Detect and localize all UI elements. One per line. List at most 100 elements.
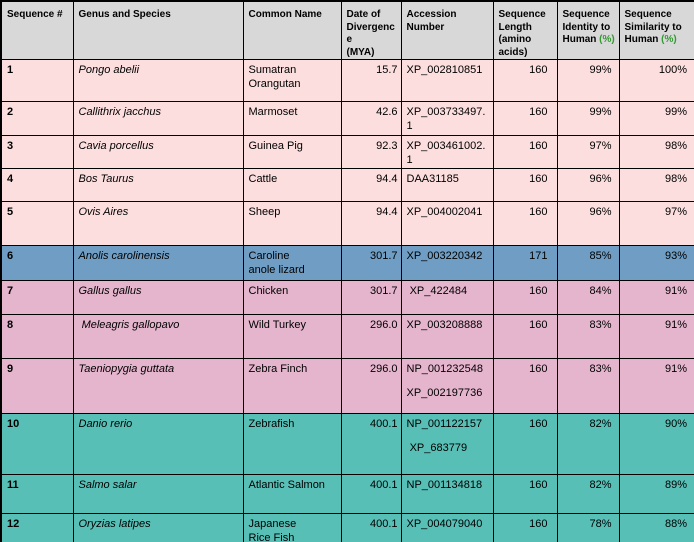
cell-identity-human: 83% bbox=[556, 314, 620, 359]
cell-sequence-number: 2 bbox=[0, 101, 74, 136]
header-line: Sequence bbox=[498, 9, 546, 20]
cell-divergence-mya: 94.4 bbox=[340, 168, 402, 202]
cell-accession-number: XP_003208888 bbox=[400, 314, 494, 359]
accession-line: NP_001134818 bbox=[406, 479, 483, 491]
cell-common-name: Marmoset bbox=[242, 101, 342, 136]
common-name-line: Rice Fish bbox=[248, 532, 295, 542]
common-name-line: anole lizard bbox=[248, 264, 305, 277]
cell-genus-species: Salmo salar bbox=[72, 474, 244, 514]
cell-identity-human: 82% bbox=[556, 474, 620, 514]
header-line: Date of bbox=[346, 9, 381, 20]
cell-identity-human: 99% bbox=[556, 59, 620, 102]
cell-divergence-mya: 92.3 bbox=[340, 135, 402, 169]
table-row: 11 Salmo salar Atlantic Salmon 400.1 NP_0011… bbox=[0, 474, 694, 514]
cell-common-name: Zebra Finch bbox=[242, 358, 342, 414]
cell-common-name: Zebrafish bbox=[242, 413, 342, 475]
cell-divergence-mya: 301.7 bbox=[340, 245, 402, 281]
header-line: Human (%) bbox=[624, 34, 677, 45]
cell-sequence-number: 7 bbox=[0, 280, 74, 315]
cell-sequence-length: 160 bbox=[492, 513, 558, 542]
header-line: Similarity to bbox=[624, 21, 682, 33]
cell-identity-human: 96% bbox=[556, 168, 620, 202]
cell-accession-number: NP_001122157 XP_683779 bbox=[400, 413, 494, 475]
cell-genus-species: Danio rerio bbox=[72, 413, 244, 475]
common-name-line: Zebrafish bbox=[248, 418, 295, 430]
common-name-line: Zebra Finch bbox=[248, 363, 308, 375]
cell-divergence-mya: 400.1 bbox=[340, 413, 402, 475]
common-name-line: Marmoset bbox=[248, 106, 298, 118]
percent-unit-label: (%) bbox=[661, 34, 677, 45]
cell-common-name: Chicken bbox=[242, 280, 342, 315]
cell-accession-number: XP_003733497.1 bbox=[400, 101, 494, 136]
common-name-line: Wild Turkey bbox=[248, 319, 306, 331]
header-sequence-length: Sequence Length (amino acids) bbox=[492, 0, 558, 60]
cell-similarity-human: 91% bbox=[618, 358, 694, 414]
cell-sequence-length: 171 bbox=[492, 245, 558, 281]
cell-genus-species: Pongo abelii bbox=[72, 59, 244, 102]
accession-line: XP_003208888 bbox=[406, 319, 483, 331]
header-identity-human: Sequence Identity to Human (%) bbox=[556, 0, 620, 60]
cell-sequence-length: 160 bbox=[492, 314, 558, 359]
accession-line: DAA31185 bbox=[406, 173, 459, 185]
common-name-line: Japanese bbox=[248, 518, 297, 530]
cell-divergence-mya: 400.1 bbox=[340, 513, 402, 542]
table-row: 6 Anolis carolinensis Caroline anole lizard… bbox=[0, 245, 694, 281]
cell-sequence-length: 160 bbox=[492, 280, 558, 315]
table-row: 9 Taeniopygia guttata Zebra Finch 296.0 NP_0… bbox=[0, 358, 694, 414]
cell-sequence-length: 160 bbox=[492, 358, 558, 414]
header-line: Divergence bbox=[346, 21, 395, 46]
cell-accession-number: XP_004079040 bbox=[400, 513, 494, 542]
cell-divergence-mya: 94.4 bbox=[340, 201, 402, 246]
cell-common-name: Atlantic Salmon bbox=[242, 474, 342, 514]
cell-identity-human: 96% bbox=[556, 201, 620, 246]
header-divergence-mya: Date of Divergence (MYA) bbox=[340, 0, 402, 60]
cell-divergence-mya: 296.0 bbox=[340, 314, 402, 359]
cell-divergence-mya: 296.0 bbox=[340, 358, 402, 414]
cell-sequence-number: 10 bbox=[0, 413, 74, 475]
common-name-line: Cattle bbox=[248, 173, 278, 185]
header-similarity-human: Sequence Similarity to Human (%) bbox=[618, 0, 694, 60]
cell-sequence-length: 160 bbox=[492, 168, 558, 202]
cell-divergence-mya: 301.7 bbox=[340, 280, 402, 315]
header-line: Sequence bbox=[562, 9, 610, 20]
cell-genus-species: Cavia porcellus bbox=[72, 135, 244, 169]
cell-genus-species: Callithrix jacchus bbox=[72, 101, 244, 136]
cell-sequence-length: 160 bbox=[492, 101, 558, 136]
cell-sequence-number: 5 bbox=[0, 201, 74, 246]
cell-similarity-human: 90% bbox=[618, 413, 694, 475]
cell-accession-number: NP_001134818 bbox=[400, 474, 494, 514]
table-header: Sequence # Genus and Species Common Name Da… bbox=[0, 0, 694, 60]
header-line: Common Name bbox=[248, 9, 322, 20]
cell-common-name: Cattle bbox=[242, 168, 342, 202]
cell-divergence-mya: 42.6 bbox=[340, 101, 402, 136]
header-genus-species: Genus and Species bbox=[72, 0, 244, 60]
cell-identity-human: 82% bbox=[556, 413, 620, 475]
cell-genus-species: Gallus gallus bbox=[72, 280, 244, 315]
common-name-line: Atlantic Salmon bbox=[248, 479, 325, 491]
header-sequence-number: Sequence # bbox=[0, 0, 74, 60]
cell-sequence-length: 160 bbox=[492, 135, 558, 169]
cell-divergence-mya: 15.7 bbox=[340, 59, 402, 102]
table-row: 5 Ovis Aires Sheep 94.4 XP_004002041 160 96% 97… bbox=[0, 201, 694, 246]
cell-genus-species: Meleagris gallopavo bbox=[72, 314, 244, 359]
cell-similarity-human: 100% bbox=[618, 59, 694, 102]
accession-line: XP_683779 bbox=[406, 442, 468, 455]
header-line: (amino acids) bbox=[498, 34, 532, 58]
cell-accession-number: XP_002810851 bbox=[400, 59, 494, 102]
accession-line: XP_003733497.1 bbox=[406, 106, 486, 133]
cell-sequence-number: 1 bbox=[0, 59, 74, 102]
cell-sequence-number: 6 bbox=[0, 245, 74, 281]
cell-accession-number: XP_422484 bbox=[400, 280, 494, 315]
percent-unit-label: (%) bbox=[599, 34, 615, 45]
cell-sequence-length: 160 bbox=[492, 413, 558, 475]
header-line: (MYA) bbox=[346, 46, 375, 58]
cell-similarity-human: 98% bbox=[618, 168, 694, 202]
accession-line: XP_002810851 bbox=[406, 64, 483, 76]
cell-similarity-human: 98% bbox=[618, 135, 694, 169]
header-line: Genus and Species bbox=[78, 9, 171, 20]
cell-sequence-length: 160 bbox=[492, 59, 558, 102]
header-accession-number: Accession Number bbox=[400, 0, 494, 60]
cell-similarity-human: 93% bbox=[618, 245, 694, 281]
accession-line: XP_004002041 bbox=[406, 206, 483, 218]
common-name-line: Guinea Pig bbox=[248, 140, 303, 152]
